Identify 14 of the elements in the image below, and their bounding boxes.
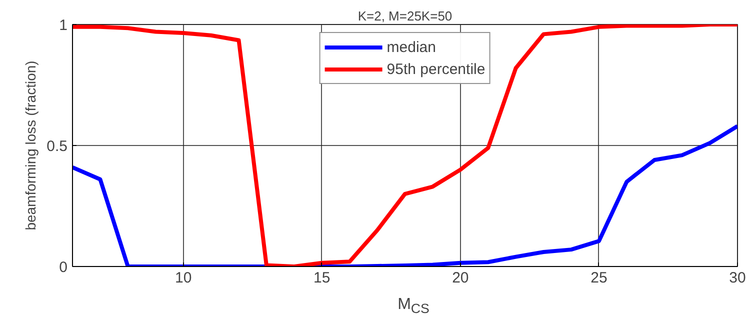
line-series xyxy=(72,24,738,266)
x-tick-label: 10 xyxy=(174,270,192,286)
y-tick-label: 1 xyxy=(59,17,68,34)
legend-label: median xyxy=(386,38,436,56)
x-tick-label: 20 xyxy=(452,270,469,286)
y-axis-title: beamforming loss (fraction) xyxy=(22,60,39,230)
x-axis-title: M$_{CS}$ xyxy=(398,295,430,318)
chart-title: K=2, M=25K=50 xyxy=(358,8,452,24)
x-tick-label: 15 xyxy=(314,270,330,286)
legend-label: 95th percentile xyxy=(386,60,486,78)
y-tick-label: 0.5 xyxy=(46,138,68,155)
x-tick-label: 25 xyxy=(590,270,608,286)
x-tick-label: 30 xyxy=(729,270,746,286)
y-tick-label: 0 xyxy=(59,259,68,276)
